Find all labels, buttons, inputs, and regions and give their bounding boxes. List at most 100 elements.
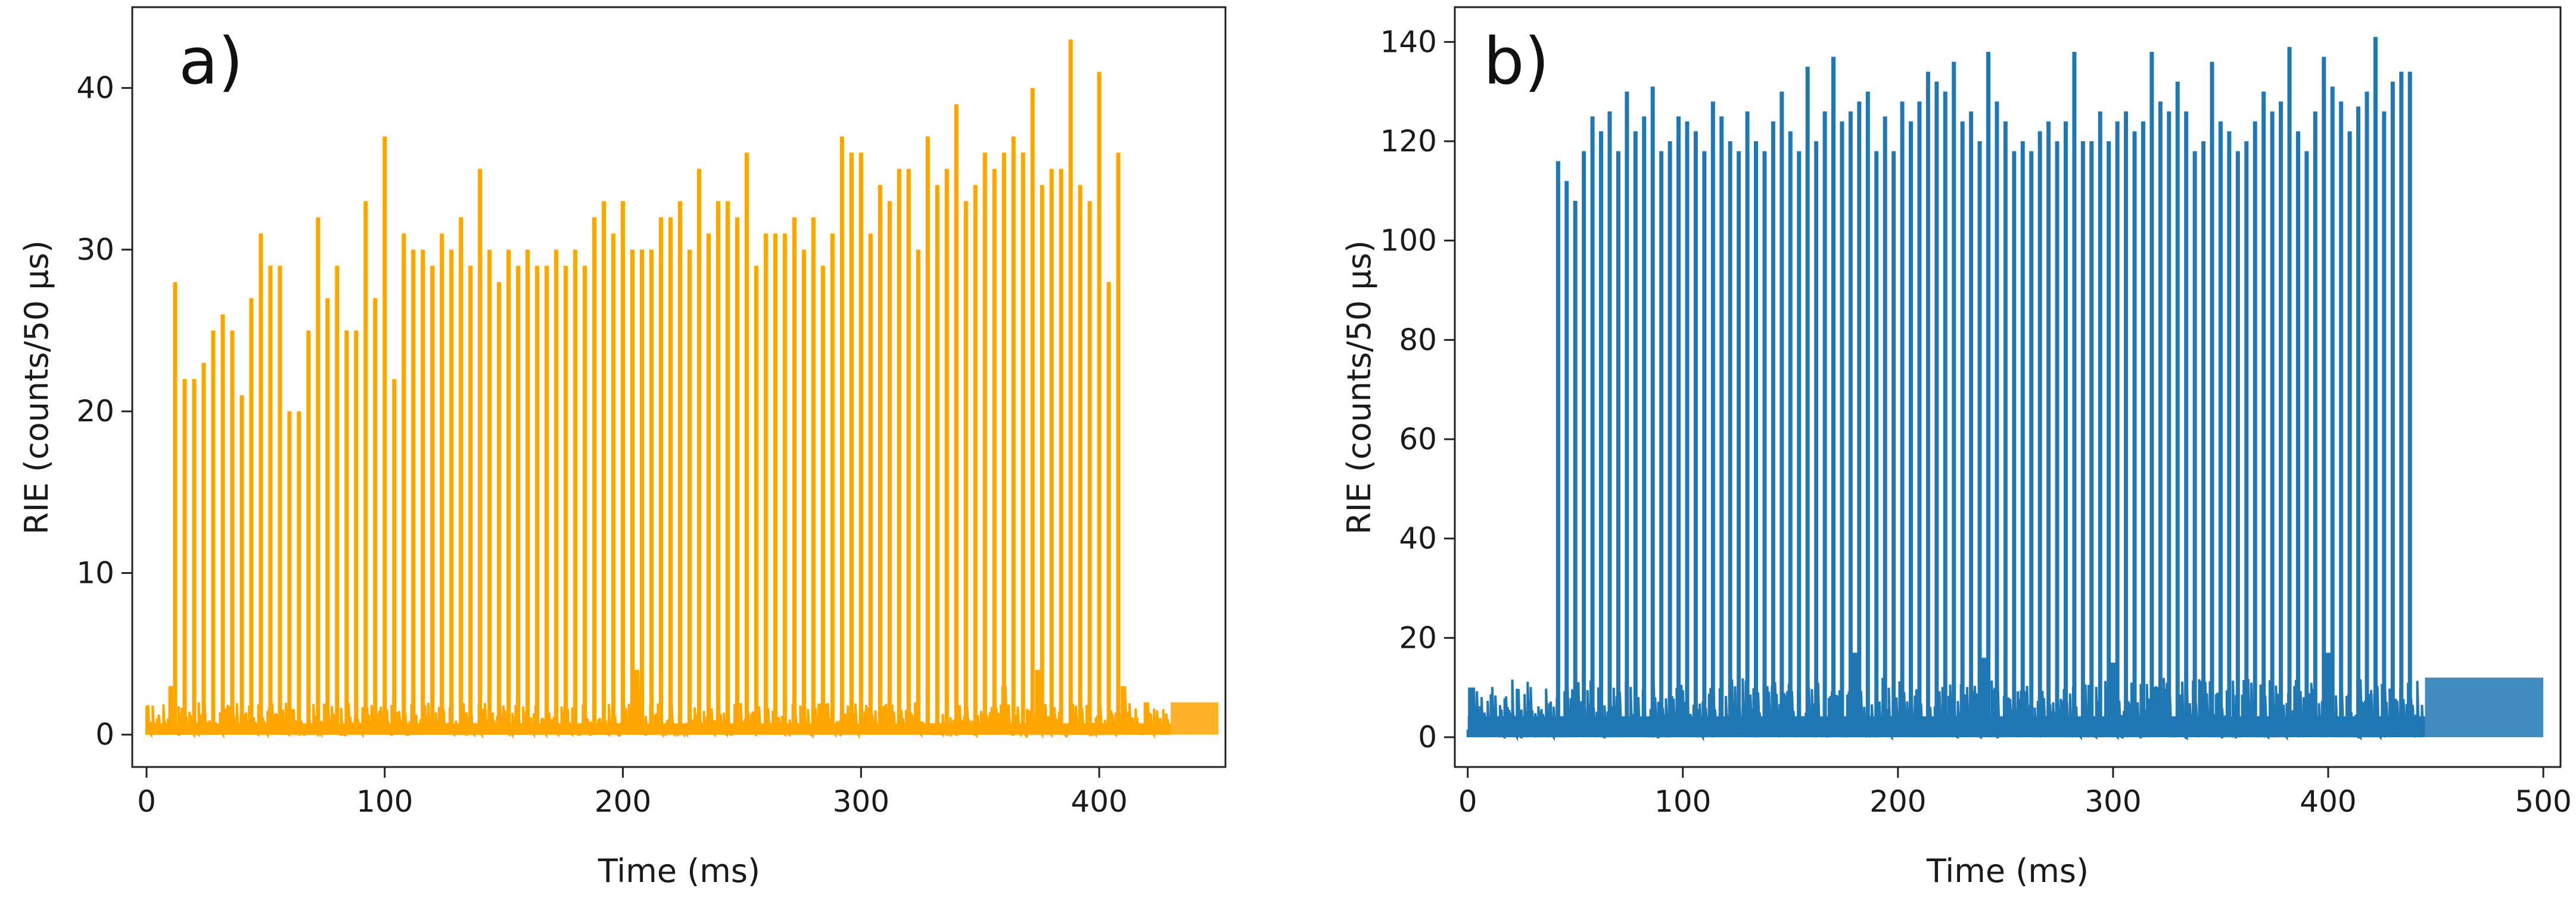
spike-bar: [2046, 121, 2051, 738]
spike-bar: [954, 104, 959, 735]
y-tick-label: 40: [1399, 521, 1437, 556]
panel-a-y-axis-label: RIE (counts/50 µs): [18, 240, 55, 535]
spike-bar: [220, 314, 225, 735]
spike-bar: [611, 233, 616, 735]
spike-bar: [411, 249, 416, 735]
spike-bar: [1891, 151, 1896, 737]
spike-bar: [1745, 111, 1750, 737]
spike-bar: [2107, 141, 2111, 737]
spike-bar: [1059, 169, 1063, 735]
spike-bar: [2339, 101, 2344, 737]
spike-bar: [868, 233, 873, 735]
spike-bar: [2158, 101, 2163, 737]
spike-bar: [2072, 52, 2077, 737]
spike-bar: [230, 330, 235, 735]
spike-bar: [1840, 121, 1844, 738]
panel-a-ticks: 0 100 200 300 400 0 10 20 30 40: [76, 71, 1127, 819]
y-tick-label: 0: [1418, 720, 1437, 754]
spike-bar: [2261, 91, 2266, 738]
spike-bar: [1917, 101, 1922, 737]
spike-bar: [1857, 101, 1862, 737]
spike-bar: [1555, 161, 1560, 737]
spike-bar: [1097, 72, 1102, 735]
spike-bar: [1952, 61, 1956, 738]
spike-bar: [1582, 151, 1586, 737]
spike-bar: [1625, 91, 1629, 738]
spike-bar: [2098, 111, 2102, 737]
spike-bar: [2313, 111, 2317, 737]
spike-bar: [2210, 61, 2214, 738]
spike-bar: [2192, 151, 2197, 737]
spike-bar: [621, 201, 626, 735]
spike-bar: [782, 233, 787, 735]
spike-bar: [1607, 111, 1612, 737]
spike-bar: [849, 153, 854, 735]
panel-a-x-axis-label: Time (ms): [598, 852, 760, 890]
spike-bar: [1676, 116, 1681, 737]
spike-bar: [287, 411, 292, 735]
spike-bar: [1564, 181, 1569, 738]
spike-bar: [278, 266, 282, 735]
spike-bar: [935, 185, 939, 735]
spike-bar: [1049, 169, 1054, 735]
spike-bar: [392, 378, 397, 735]
spike-bar: [1087, 201, 1092, 735]
spike-bar: [2399, 72, 2404, 737]
spike-bar: [1943, 91, 1947, 738]
spike-bar: [811, 217, 816, 735]
spike-bar: [325, 298, 330, 735]
spike-bar: [430, 266, 435, 735]
spike-bar: [706, 233, 711, 735]
spike-bar: [1710, 101, 1715, 737]
panel-b-ticks: 0 100 200 300 400 500 0 20 40 60 80 100 120 140: [1380, 24, 2572, 819]
x-tick-label: 400: [2300, 784, 2356, 819]
spike-bar: [744, 153, 749, 735]
spike-bar: [1693, 131, 1698, 738]
spike-bar: [830, 233, 835, 735]
spike-bar: [2175, 82, 2180, 737]
spike-bar: [696, 169, 701, 735]
spike-bar: [1728, 141, 1732, 737]
spike-bar: [297, 411, 301, 735]
spike-bar: [1934, 82, 1939, 737]
spike-bar: [2244, 141, 2249, 737]
y-tick-label: 40: [76, 71, 114, 105]
spike-bar: [1650, 86, 1655, 737]
spike-bar: [1995, 101, 1999, 737]
spike-bar: [306, 330, 311, 735]
spike-bar: [1737, 151, 1741, 737]
spike-bar: [2055, 141, 2059, 737]
spike-bar: [677, 201, 682, 735]
spike-bar: [725, 201, 730, 735]
baseline-tail: [2425, 678, 2544, 737]
spike-bar: [2141, 121, 2145, 738]
x-tick-label: 400: [1071, 784, 1127, 819]
spike-bar: [554, 249, 559, 735]
spike-bar: [2365, 91, 2369, 738]
y-tick-label: 140: [1380, 24, 1437, 59]
spike-bar: [944, 169, 949, 735]
spike-bar: [2184, 111, 2189, 737]
x-tick-label: 100: [356, 784, 413, 819]
spike-bar: [2235, 151, 2240, 737]
spike-bar: [1642, 116, 1647, 737]
spike-bar: [1762, 151, 1767, 737]
spike-bar: [344, 330, 349, 735]
spike-bar: [583, 266, 587, 735]
spike-bar: [1685, 121, 1690, 738]
spike-bar: [2149, 52, 2154, 737]
spike-bar: [1814, 141, 1819, 737]
spike-bar: [497, 282, 502, 735]
y-tick-label: 20: [1399, 620, 1437, 655]
x-tick-label: 300: [833, 784, 889, 819]
spike-bar: [2089, 141, 2094, 737]
spike-bar: [2382, 111, 2387, 737]
spike-bar: [1909, 121, 1914, 738]
spike-bar: [687, 249, 692, 735]
spike-bar: [1667, 141, 1672, 737]
spike-bar: [2390, 82, 2395, 737]
spike-bar: [382, 136, 387, 735]
y-tick-label: 60: [1399, 422, 1437, 456]
x-tick-label: 500: [2515, 784, 2571, 819]
